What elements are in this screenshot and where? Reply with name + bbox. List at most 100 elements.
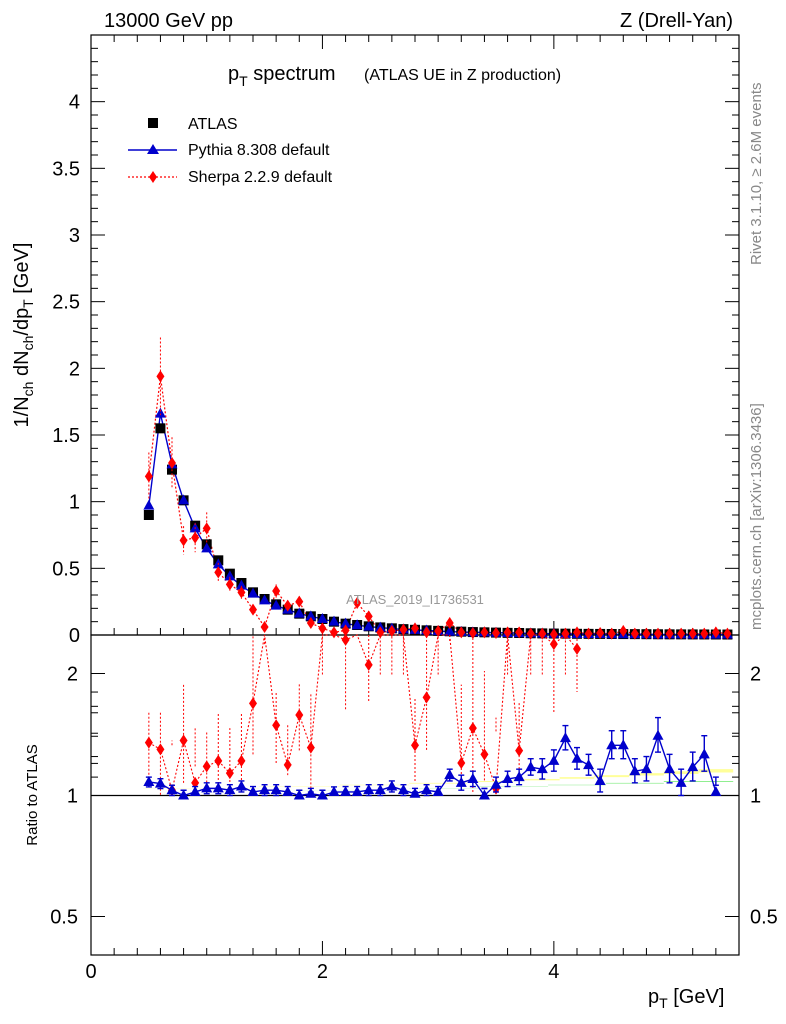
sherpa-main-point xyxy=(168,457,176,469)
header-right: Z (Drell-Yan) xyxy=(620,10,733,32)
ratio-y-tick-label: 1 xyxy=(67,786,78,808)
sherpa-main-point xyxy=(341,624,350,637)
main-y-tick-label: 1 xyxy=(69,492,80,514)
sherpa-main-point xyxy=(630,627,639,640)
pythia-ratio-point xyxy=(455,776,467,787)
pythia-ratio-point xyxy=(687,761,699,772)
main-y-tick-label: 2 xyxy=(69,358,80,380)
sherpa-main-point xyxy=(642,627,651,640)
pythia-main-point xyxy=(224,570,236,581)
sherpa-main-point xyxy=(492,627,500,639)
atlas-data-point xyxy=(155,423,166,434)
sherpa-ratio-point xyxy=(283,758,292,771)
pythia-main-point xyxy=(444,625,456,636)
pythia-ratio-point xyxy=(478,789,490,800)
legend-marker-atlas xyxy=(148,118,158,128)
pythia-ratio-point xyxy=(629,765,641,776)
sherpa-main-point xyxy=(202,522,211,535)
main-y-tick-label: 3.5 xyxy=(52,158,80,180)
sherpa-main-point xyxy=(422,626,431,639)
main-y-tick-label: 2.5 xyxy=(52,292,80,314)
pythia-ratio-point xyxy=(178,789,190,800)
sherpa-main-point xyxy=(654,627,662,640)
sherpa-ratio-point xyxy=(422,691,431,704)
atlas-data-point xyxy=(143,510,154,520)
pythia-ratio-point xyxy=(559,732,571,743)
sherpa-main-point xyxy=(214,566,223,579)
main-y-axis-label: 1/Nch dNch/dpT [GeV] xyxy=(11,243,36,428)
sherpa-ratio-point xyxy=(237,754,246,767)
pythia-main-point xyxy=(328,615,340,626)
pythia-ratio-point xyxy=(270,784,282,795)
sherpa-ratio-point xyxy=(156,743,165,756)
legend: ATLAS Pythia 8.308 default Sherpa 2.2.9 … xyxy=(128,116,333,186)
pythia-ratio-point xyxy=(525,761,537,772)
pythia-main-point xyxy=(270,599,282,610)
ratio-y-axis-label: Ratio to ATLAS xyxy=(24,744,41,845)
x-tick-label: 4 xyxy=(548,961,559,983)
x-tick-label: 0 xyxy=(85,961,96,983)
sherpa-main-point xyxy=(468,627,477,639)
pythia-ratio-point xyxy=(247,785,259,796)
pythia-ratio-point xyxy=(502,773,514,784)
pythia-ratio-point xyxy=(259,784,271,795)
sherpa-main-point xyxy=(353,597,362,609)
sherpa-main-point xyxy=(515,626,524,639)
sherpa-main-point xyxy=(330,626,338,639)
legend-label-sherpa: Sherpa 2.2.9 default xyxy=(188,169,333,186)
pythia-ratio-point xyxy=(409,787,421,798)
main-y-tick-label: 1.5 xyxy=(52,425,80,447)
sherpa-ratio-point xyxy=(480,748,489,761)
pythia-main-point xyxy=(363,620,375,631)
pythia-ratio-point xyxy=(282,785,294,796)
sherpa-ratio-point xyxy=(144,736,153,749)
sherpa-main-point xyxy=(260,621,269,633)
sherpa-ratio-point xyxy=(191,776,200,789)
main-y-tick-label: 0.5 xyxy=(52,558,80,580)
pythia-main-point xyxy=(201,542,213,553)
pythia-ratio-point xyxy=(363,784,375,795)
pythia-ratio-point xyxy=(444,769,456,780)
plot-subtitle: (ATLAS UE in Z production) xyxy=(364,67,561,84)
sherpa-main-point xyxy=(225,578,234,591)
sherpa-main-point xyxy=(387,625,396,637)
sherpa-ratio-point xyxy=(202,760,211,773)
pythia-ratio-point xyxy=(675,776,687,787)
legend-label-pythia: Pythia 8.308 default xyxy=(188,142,330,159)
legend-marker-sherpa xyxy=(149,171,157,183)
pythia-ratio-point xyxy=(351,785,363,796)
pythia-ratio-point xyxy=(513,771,525,782)
sherpa-main-point xyxy=(434,625,443,637)
sherpa-main-point xyxy=(445,617,454,629)
pythia-ratio-point xyxy=(421,784,433,795)
sherpa-main-point xyxy=(364,610,373,623)
sherpa-main-line xyxy=(148,376,728,635)
sherpa-ratio-point xyxy=(272,719,281,732)
pythia-ratio-point xyxy=(166,784,178,795)
sherpa-main-point xyxy=(295,595,304,608)
pythia-ratio-point xyxy=(143,775,155,786)
ratio-y-tick-label-right: 0.5 xyxy=(750,907,778,929)
sherpa-main-point xyxy=(376,626,385,639)
pythia-ratio-point xyxy=(548,754,560,765)
pythia-ratio-point xyxy=(212,782,224,793)
mcplots-reference-text: mcplots.cern.ch [arXiv:1306.3436] xyxy=(748,403,765,630)
sherpa-main-point xyxy=(573,626,581,639)
pythia-ratio-line xyxy=(148,733,717,797)
sherpa-main-point xyxy=(156,370,165,383)
sherpa-main-point xyxy=(411,622,419,635)
sherpa-main-point xyxy=(538,627,547,640)
sherpa-ratio-point xyxy=(411,739,419,752)
sherpa-main-point xyxy=(596,627,605,639)
pythia-ratio-point xyxy=(467,773,479,784)
sherpa-main-point xyxy=(306,617,315,629)
pythia-main-point xyxy=(235,579,247,590)
sherpa-main-point xyxy=(503,626,512,639)
sherpa-main-point xyxy=(607,627,616,640)
ratio-y-tick-label-right: 1 xyxy=(750,786,761,808)
plot-title: pT spectrum xyxy=(228,63,336,89)
pythia-ratio-point xyxy=(293,789,305,800)
pythia-main-point xyxy=(247,587,259,598)
x-tick-label: 2 xyxy=(317,961,328,983)
pythia-ratio-point xyxy=(328,786,340,797)
